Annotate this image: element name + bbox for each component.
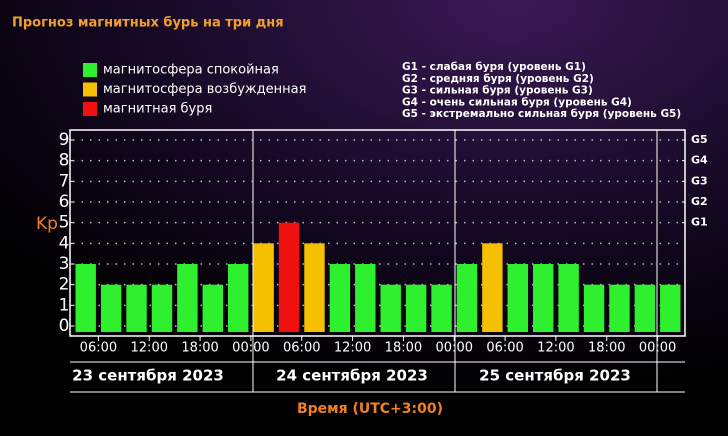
bar bbox=[507, 264, 528, 332]
y-tick-label: 5 bbox=[59, 213, 70, 233]
bar bbox=[533, 264, 554, 332]
y-tick-label: 1 bbox=[59, 295, 70, 315]
y2-tick-label: G4 bbox=[691, 154, 708, 167]
x-tick-label: 12:00 bbox=[131, 341, 168, 356]
bar bbox=[100, 284, 122, 332]
storm-legend-label: G4 - очень сильная буря (уровень G4) bbox=[402, 96, 632, 108]
bar bbox=[75, 264, 96, 332]
legend-label: магнитосфера спокойная bbox=[103, 63, 279, 78]
bar bbox=[431, 284, 452, 332]
bar bbox=[660, 284, 681, 332]
y-tick-label: 7 bbox=[59, 171, 70, 191]
plot-frame bbox=[69, 129, 686, 337]
day-label: 24 сентября 2023 bbox=[276, 367, 428, 385]
x-tick-label: 18:00 bbox=[588, 341, 625, 356]
bar bbox=[329, 264, 351, 332]
x-tick-label: 18:00 bbox=[181, 341, 218, 356]
y-tick-label: 9 bbox=[59, 130, 70, 150]
bar bbox=[380, 284, 401, 332]
bar bbox=[151, 284, 173, 332]
day-label: 25 сентября 2023 bbox=[479, 367, 631, 385]
storm-legend-label: G1 - слабая буря (уровень G1) bbox=[402, 61, 586, 73]
bar bbox=[634, 284, 656, 332]
x-tick-label: 12:00 bbox=[334, 341, 371, 356]
y2-tick-label: G3 bbox=[691, 174, 708, 187]
y-tick-label: 8 bbox=[59, 151, 70, 171]
bar bbox=[177, 264, 198, 332]
legend-swatch bbox=[83, 82, 97, 97]
bar bbox=[456, 264, 478, 332]
day-label: 23 сентября 2023 bbox=[72, 367, 224, 385]
y-tick-label: 3 bbox=[59, 254, 70, 274]
y-tick-label: 6 bbox=[59, 192, 70, 212]
x-tick-label: 06:00 bbox=[283, 341, 320, 356]
x-axis-label: Время (UTC+3:00) bbox=[297, 401, 443, 417]
y2-tick-label: G5 bbox=[691, 133, 708, 146]
legend-swatch bbox=[83, 63, 97, 77]
bar bbox=[355, 264, 376, 332]
bar bbox=[253, 243, 274, 332]
y2-tick-label: G2 bbox=[691, 195, 708, 208]
chart-title: Прогноз магнитных бурь на три дня bbox=[12, 16, 284, 31]
bar bbox=[405, 284, 427, 332]
legend-label: магнитосфера возбужденная bbox=[103, 82, 306, 97]
bar bbox=[609, 284, 630, 332]
x-tick-label: 18:00 bbox=[385, 341, 422, 356]
bar bbox=[228, 264, 249, 332]
bar bbox=[304, 243, 325, 332]
bar bbox=[202, 284, 223, 332]
y-axis-label: Kp bbox=[36, 214, 58, 234]
x-tick-label: 00:00 bbox=[436, 341, 473, 356]
bar bbox=[482, 243, 503, 332]
y-tick-label: 2 bbox=[59, 275, 70, 295]
bar bbox=[126, 284, 147, 332]
y2-tick-label: G1 bbox=[691, 216, 708, 229]
bar bbox=[583, 284, 605, 332]
y-tick-label: 0 bbox=[59, 316, 70, 336]
legend-swatch bbox=[83, 102, 97, 116]
legend-label: магнитная буря bbox=[103, 102, 212, 117]
x-tick-label: 06:00 bbox=[486, 341, 523, 356]
bar bbox=[558, 264, 579, 332]
x-tick-label: 00:00 bbox=[232, 341, 269, 356]
x-tick-label: 06:00 bbox=[80, 341, 117, 356]
bar bbox=[278, 222, 300, 332]
x-tick-label: 12:00 bbox=[537, 341, 574, 356]
y-tick-label: 4 bbox=[59, 233, 70, 253]
storm-legend-label: G5 - экстремально сильная буря (уровень … bbox=[402, 108, 681, 120]
storm-legend-label: G3 - сильная буря (уровень G3) bbox=[402, 85, 593, 97]
storm-legend-label: G2 - средняя буря (уровень G2) bbox=[402, 73, 594, 85]
x-tick-label: 00:00 bbox=[639, 341, 676, 356]
